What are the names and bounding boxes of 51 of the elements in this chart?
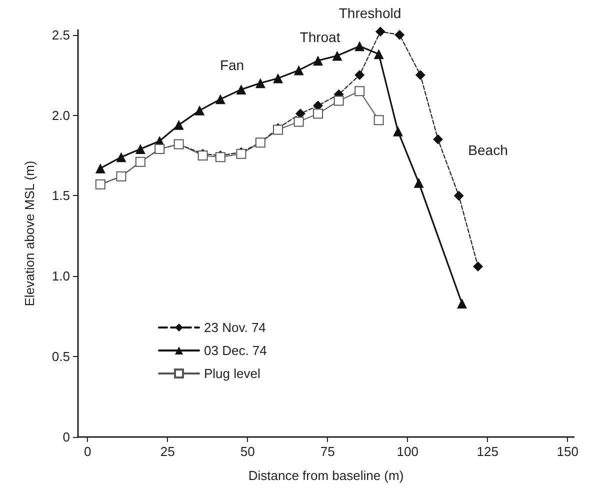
y-tick-label: 1.0 [52, 268, 70, 284]
x-tick-label: 75 [320, 444, 335, 459]
point [473, 261, 483, 272]
point [294, 65, 304, 76]
point [294, 116, 304, 127]
point [454, 190, 464, 201]
x-tick-label: 0 [84, 444, 92, 459]
x-tick-label: 150 [556, 444, 578, 459]
point [313, 108, 323, 119]
y-tick-label: 0 [62, 430, 70, 444]
point [313, 56, 323, 66]
point [236, 84, 246, 95]
y-tick-label: 2.5 [52, 27, 70, 42]
y-tick-label: 0.5 [52, 349, 70, 364]
point [194, 105, 205, 116]
point [255, 78, 266, 88]
point [354, 41, 365, 52]
point [273, 73, 283, 84]
legend-label: 23 Nov. 74 [204, 320, 266, 335]
point [393, 126, 403, 136]
annotation: Beach [468, 142, 508, 158]
point [354, 70, 365, 80]
point [375, 26, 386, 37]
x-tick-label: 50 [240, 444, 255, 459]
x-tick-label: 100 [396, 444, 418, 459]
x-axis-title: Distance from baseline (m) [248, 468, 404, 483]
legend-label: 03 Dec. 74 [204, 343, 267, 358]
point [354, 86, 365, 96]
text: Threshold [338, 5, 402, 21]
point [415, 70, 426, 80]
legend-label: Plug level [204, 366, 260, 381]
x-tick-label: 25 [160, 444, 175, 459]
point [95, 163, 106, 174]
point [457, 298, 467, 308]
point [116, 152, 126, 162]
point [334, 96, 344, 106]
point [135, 144, 146, 154]
x-tick-label: 125 [476, 444, 498, 459]
point [332, 50, 342, 61]
point [215, 94, 226, 104]
y-axis-title: Elevation above MSL (m) [22, 160, 37, 306]
annotation: Throat [300, 29, 340, 45]
point [414, 178, 424, 188]
point [374, 49, 384, 60]
point [433, 134, 443, 144]
point [374, 115, 384, 126]
point [394, 30, 405, 40]
point [174, 120, 184, 130]
y-tick-label: 1.5 [52, 188, 70, 204]
y-tick-label: 2.0 [52, 108, 70, 123]
annotation: Fan [220, 57, 244, 73]
